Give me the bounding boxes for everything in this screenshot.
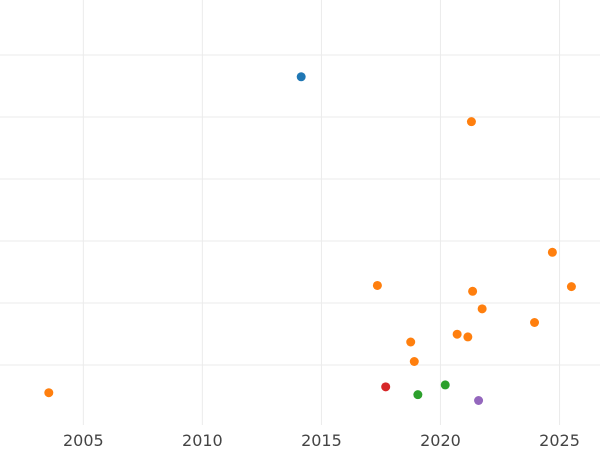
data-point — [477, 304, 487, 314]
data-point — [296, 72, 306, 82]
data-point — [406, 337, 416, 347]
data-point — [468, 286, 478, 296]
data-points — [44, 72, 576, 405]
data-point — [466, 117, 476, 127]
data-point — [530, 318, 540, 327]
data-point — [413, 390, 423, 400]
data-point — [440, 380, 450, 390]
data-point — [409, 357, 419, 366]
x-tick-label: 2025 — [539, 431, 580, 450]
data-point — [547, 247, 557, 257]
data-point — [463, 332, 473, 342]
x-tick-label: 2020 — [420, 431, 461, 450]
data-point — [566, 282, 576, 292]
data-point — [381, 382, 391, 392]
grid — [0, 0, 600, 425]
x-tick-label: 2015 — [301, 431, 342, 450]
x-tick-label: 2005 — [63, 431, 104, 450]
data-point — [474, 396, 484, 405]
x-tick-label: 2010 — [182, 431, 223, 450]
data-point — [44, 388, 54, 398]
data-point — [372, 280, 382, 290]
data-point — [452, 329, 462, 339]
x-axis-ticks: 2005 2010 2015 2020 2025 — [63, 431, 580, 450]
